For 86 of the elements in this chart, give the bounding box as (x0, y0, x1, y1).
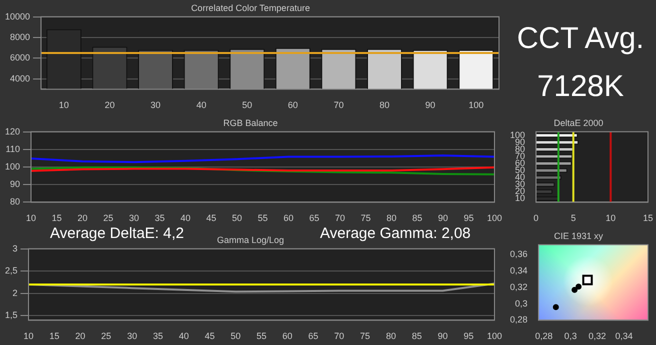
x-tick-label: 70 (334, 100, 344, 110)
x-tick-label: 75 (360, 213, 371, 224)
x-tick-label: 20 (78, 213, 88, 224)
y-tick-label: 3 (12, 243, 18, 254)
x-tick-label: 80 (386, 331, 396, 342)
x-tick-label: 15 (49, 331, 60, 342)
x-tick-label: 90 (425, 100, 436, 110)
x-tick-label: 80 (386, 213, 397, 224)
x-tick-label: 0,32 (588, 331, 606, 342)
y-tick-label: 90 (10, 179, 20, 190)
y-tick-label: 110 (6, 144, 20, 154)
point (572, 286, 578, 293)
x-tick-label: 90 (438, 331, 448, 342)
x-tick-label: 95 (464, 331, 474, 342)
x-tick-label: 25 (103, 213, 114, 224)
x-tick-label: 5 (570, 213, 576, 224)
y-tick-label: 8000 (10, 32, 30, 42)
y-tick-label: 6000 (10, 52, 30, 63)
x-tick-label: 45 (206, 213, 216, 224)
x-tick-label: 60 (282, 331, 292, 342)
x-tick-label: 45 (204, 331, 215, 342)
x-tick-label: 100 (468, 100, 484, 110)
x-tick-label: 0,3 (564, 331, 577, 342)
x-tick-label: 0 (534, 213, 539, 224)
x-tick-label: 55 (256, 331, 267, 342)
text: Average DeltaE: 4,2 (50, 225, 184, 242)
chart-title: Correlated Color Temperature (191, 2, 310, 13)
x-tick-label: 0,28 (535, 331, 553, 342)
x-tick-label: 40 (178, 331, 189, 342)
x-tick-label: 50 (230, 331, 241, 342)
x-tick-label: 85 (412, 331, 422, 342)
x-tick-label: 70 (334, 213, 346, 224)
x-tick-label: 75 (360, 331, 370, 342)
x-tick-label: 10 (58, 100, 69, 110)
x-tick-label: 85 (412, 213, 422, 224)
chart-title: DeltaE 2000 (554, 118, 604, 128)
x-tick-label: 40 (196, 100, 206, 110)
x-tick-label: 40 (180, 213, 191, 224)
y-tick-label: 1,5 (4, 310, 18, 320)
x-tick-label: 65 (308, 331, 318, 342)
y-tick-label: 0,32 (510, 282, 528, 292)
x-tick-label: 70 (334, 331, 344, 342)
x-tick-label: 20 (75, 331, 86, 342)
point (582, 274, 593, 286)
x-tick-label: 80 (380, 100, 390, 110)
chart-title: RGB Balance (223, 118, 278, 128)
x-tick-label: 35 (152, 331, 163, 342)
y-tick-label: 120 (4, 126, 20, 136)
x-tick-label: 25 (101, 331, 112, 342)
y-tick-label: 2,5 (4, 266, 18, 276)
x-tick-label: 55 (258, 213, 268, 224)
x-tick-label: 15 (642, 213, 653, 224)
text: 7128K (536, 70, 625, 104)
x-tick-label: 15 (52, 213, 62, 224)
x-tick-label: 35 (154, 213, 165, 224)
x-tick-label: 30 (150, 100, 161, 110)
y-tick-label: 100 (4, 161, 20, 172)
x-tick-label: 65 (309, 213, 320, 224)
x-tick-label: 0,34 (615, 331, 633, 342)
x-tick-label: 100 (486, 213, 502, 224)
y-tick-label: 10000 (4, 11, 30, 22)
y-tick-label: 4000 (10, 73, 30, 84)
x-tick-label: 50 (242, 100, 252, 110)
y-tick-label: 10 (515, 193, 526, 204)
x-tick-label: 90 (438, 213, 448, 224)
x-tick-label: 100 (486, 331, 502, 342)
x-tick-label: 95 (464, 213, 474, 224)
point (576, 284, 582, 290)
y-tick-label: 2 (12, 288, 18, 298)
x-tick-label: 30 (129, 213, 140, 224)
x-tick-label: 60 (288, 100, 298, 110)
x-tick-label: 50 (232, 213, 242, 224)
x-tick-label: 30 (127, 331, 138, 342)
y-tick-label: 0,34 (510, 266, 528, 276)
y-tick-label: 0,36 (510, 249, 528, 260)
x-tick-label: 60 (283, 213, 294, 224)
x-tick-label: 20 (104, 100, 115, 110)
text: CCT Avg. (516, 22, 646, 56)
text: Average Gamma: 2,08 (320, 225, 471, 242)
chart-title: CIE 1931 xy (554, 230, 604, 241)
y-tick-label: 0,3 (515, 298, 528, 308)
point (552, 304, 559, 310)
x-tick-label: 10 (606, 213, 616, 224)
y-tick-label: 80 (10, 196, 20, 207)
y-tick-label: 0,28 (510, 314, 528, 325)
chart-title: Gamma Log/Log (216, 234, 284, 245)
